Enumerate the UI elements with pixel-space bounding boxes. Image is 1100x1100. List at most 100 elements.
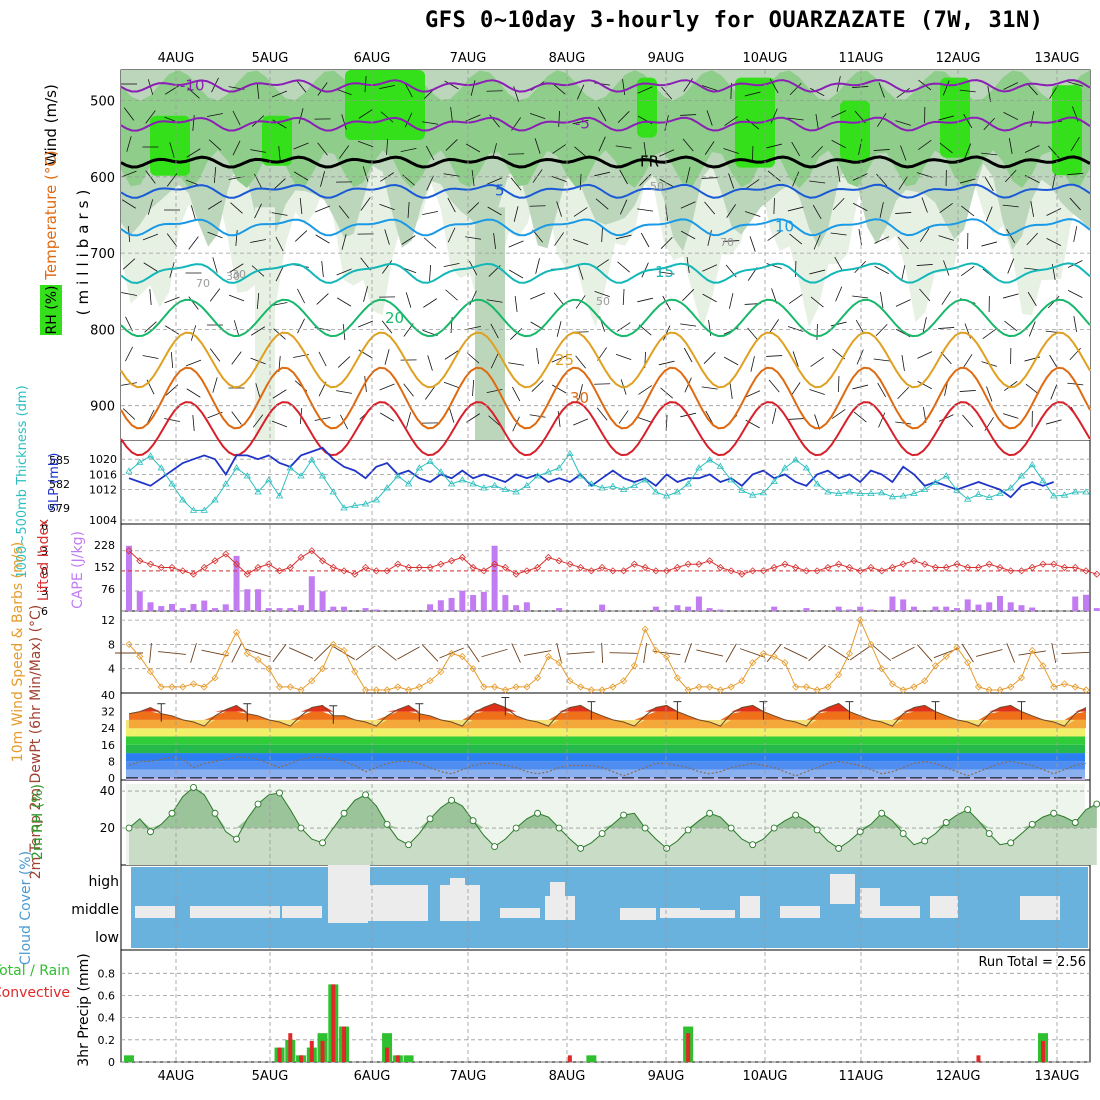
cape-bar	[319, 591, 326, 611]
li-point	[684, 560, 692, 568]
rh-point	[168, 809, 176, 817]
lifted-index-cape-panel: -3 0 3 6 6 228 152 76 Lifted Index CAPE (J/kg)	[36, 519, 1100, 618]
wind-barb	[787, 117, 804, 121]
thickness-point	[813, 480, 821, 487]
li-point	[1071, 563, 1079, 572]
wind-barb	[272, 389, 287, 399]
li-point	[996, 563, 1004, 572]
cloud-patch	[450, 878, 465, 890]
pressure-tick-label: 900	[90, 400, 115, 415]
wind-barb	[1049, 85, 1059, 99]
cape-bar	[975, 604, 982, 611]
wind-barb	[901, 265, 906, 281]
wind-barb	[897, 236, 909, 250]
wind-barb	[466, 413, 481, 423]
wind-barb	[895, 120, 911, 126]
wind-barb	[149, 642, 152, 664]
wind-barb	[897, 386, 910, 400]
rh-point	[534, 809, 542, 817]
rh-legend-swatch	[40, 285, 62, 335]
cape-bar	[867, 609, 874, 611]
rh-point	[1071, 819, 1079, 826]
wind-barb	[1070, 137, 1080, 151]
thickness-point	[146, 452, 155, 459]
wind-barb	[787, 418, 804, 420]
wind-barb	[447, 197, 456, 213]
wind-barb	[773, 197, 775, 215]
li-point	[189, 570, 198, 578]
date-label-top: 9AUG	[648, 51, 685, 66]
thickness-tick-label: 582	[49, 478, 70, 491]
wind-barb	[984, 176, 994, 192]
wind-barb	[165, 325, 180, 335]
wind-barb	[766, 355, 783, 357]
cloud-patch	[550, 882, 565, 898]
wind-barb	[336, 297, 352, 307]
wind-barb	[576, 84, 585, 100]
wind-barb	[663, 325, 671, 341]
wind-barb	[235, 229, 238, 247]
wind-barb	[406, 412, 412, 428]
cape-bar	[491, 545, 498, 611]
wind-barb	[874, 236, 890, 244]
wind-barb	[443, 173, 460, 177]
wind-barb	[1008, 138, 1013, 154]
precip-total-legend: Total / Rain	[0, 963, 70, 979]
thickness-tick-label: 579	[49, 502, 70, 515]
wind-barb	[615, 354, 632, 360]
wind-barb	[272, 643, 287, 663]
isotherm-line	[120, 366, 1091, 430]
wind-barb	[938, 235, 954, 241]
wind-speed-point	[544, 652, 552, 661]
thickness-point	[533, 472, 542, 479]
thickness-point	[232, 464, 241, 471]
date-label-bottom: 8AUG	[549, 1069, 586, 1084]
wind-barb	[556, 643, 562, 663]
precip-convective-legend: Convective	[0, 985, 70, 1001]
wind-barb	[702, 293, 717, 303]
temperature-legend-label: Temperature (°C)	[42, 150, 60, 280]
isotherm-line	[120, 218, 1091, 237]
li-point	[200, 563, 208, 572]
date-label-top: 11AUG	[838, 51, 883, 66]
wind-barb	[579, 173, 582, 191]
wind-barb	[357, 140, 374, 148]
precip-tick-label: 0.8	[98, 967, 116, 980]
wind-speed-point	[598, 686, 606, 694]
wind-barb	[767, 170, 781, 182]
rh-band-90	[637, 77, 657, 138]
wind-barb	[142, 355, 159, 359]
slp-tick-label: 1004	[89, 514, 117, 527]
wind-barb	[767, 231, 781, 241]
wind-speed-point	[953, 643, 961, 652]
wind-barb	[231, 351, 242, 365]
li-point	[501, 563, 509, 572]
rh-point	[1028, 820, 1036, 828]
wind-barb	[963, 113, 973, 129]
wind-barb	[620, 199, 628, 215]
rh-contour-label: 70	[720, 236, 734, 249]
wind-barb	[293, 171, 309, 181]
li-tick-label: 0	[41, 565, 48, 578]
wind-barb	[513, 206, 519, 222]
li-point	[609, 567, 617, 575]
thickness-point	[834, 489, 843, 496]
cloud-patch	[440, 885, 480, 921]
thickness-point	[1071, 488, 1079, 495]
wind-barb	[1003, 82, 1019, 90]
wind-barb	[828, 645, 850, 661]
temp-color-band	[126, 736, 1085, 745]
thickness-point	[469, 480, 477, 487]
wind-barb	[166, 233, 178, 247]
wind-barb	[873, 358, 890, 362]
wind-barb	[125, 316, 133, 332]
rh-point	[899, 830, 907, 838]
wind-barb	[856, 349, 864, 365]
wind-barb	[534, 138, 541, 154]
cape-bar	[943, 606, 950, 611]
rh-point	[770, 824, 778, 832]
li-point	[781, 560, 789, 568]
wind-barb	[596, 407, 608, 421]
li-point	[351, 570, 359, 578]
thickness-point	[652, 488, 660, 495]
